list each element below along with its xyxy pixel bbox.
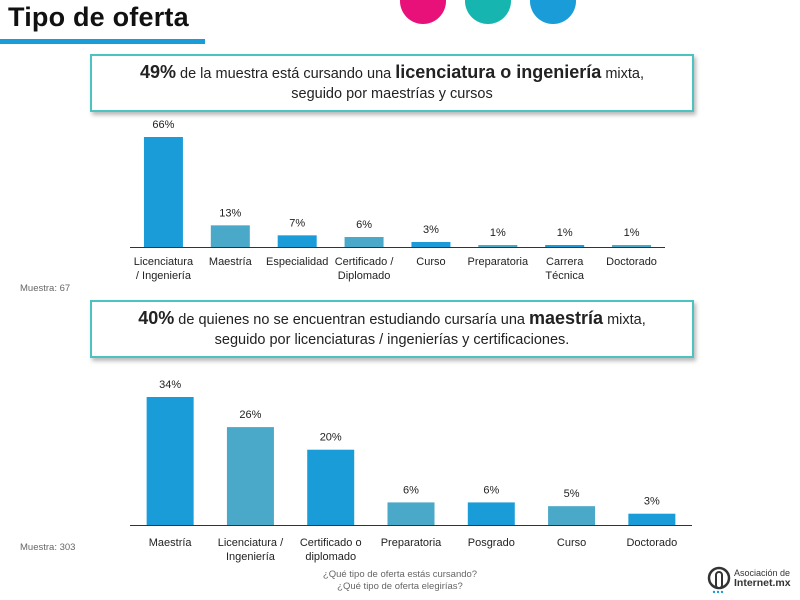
survey-questions: ¿Qué tipo de oferta estás cursando? ¿Qué… xyxy=(240,569,560,593)
data-label-2-3: 20% xyxy=(320,432,342,444)
data-label-2-5: 6% xyxy=(483,484,499,496)
callout-2-emphasis: maestría xyxy=(528,308,604,328)
data-label-2-4: 6% xyxy=(403,484,419,496)
title-underline xyxy=(0,39,205,44)
bar-1-2 xyxy=(210,225,250,247)
data-label-1-8: 1% xyxy=(624,227,640,239)
callout-1-line2: seguido por maestrías y cursos xyxy=(291,86,493,102)
category-label-1-4: Certificado / Diplomado xyxy=(335,256,395,282)
bar-1-6 xyxy=(478,245,518,247)
category-label-2-6: Curso xyxy=(557,537,586,549)
sample-size-1: Muestra: 67 xyxy=(20,283,71,294)
bar-1-1 xyxy=(143,137,183,247)
bar-2-3 xyxy=(307,449,355,525)
category-label-1-7: Carrera Técnica xyxy=(545,256,584,282)
data-label-1-5: 3% xyxy=(423,224,439,236)
bar-2-7 xyxy=(628,513,676,525)
category-label-1-3: Especialidad xyxy=(266,256,328,268)
logo-mark-icon xyxy=(707,566,731,594)
category-label-2-4: Preparatoria xyxy=(381,537,442,549)
logo-line-1: Asociación de xyxy=(734,568,791,578)
bar-1-8 xyxy=(612,245,652,247)
callout-1-text-a: de la muestra está cursando una xyxy=(176,66,396,82)
category-label-1-6: Preparatoria xyxy=(468,256,529,268)
data-label-2-7: 3% xyxy=(644,496,660,508)
data-label-1-1: 66% xyxy=(152,119,174,131)
bar-1-7 xyxy=(545,245,585,247)
callout-2-text-a: de quienes no se encuentran estudiando c… xyxy=(174,312,529,328)
bar-2-6 xyxy=(548,506,596,525)
category-label-1-8: Doctorado xyxy=(606,256,657,268)
logo-line-2: Internet.mx xyxy=(734,577,791,589)
callout-2-percent: 40% xyxy=(138,308,175,328)
category-label-2-2: Licenciatura / Ingeniería xyxy=(218,537,284,563)
category-label-1-1: Licenciatura / Ingeniería xyxy=(134,256,194,282)
asociacion-internet-logo: Asociación de Internet.mx xyxy=(706,562,798,596)
callout-2-line2: seguido por licenciaturas / ingenierías … xyxy=(214,332,570,348)
category-label-2-5: Posgrado xyxy=(468,537,515,549)
data-label-1-3: 7% xyxy=(289,217,305,229)
data-label-1-7: 1% xyxy=(557,227,573,239)
data-label-2-1: 34% xyxy=(159,379,181,391)
chart-1: 66% Licenciatura / Ingeniería 13% Maestría 7%… xyxy=(130,119,665,282)
data-label-1-2: 13% xyxy=(219,207,241,219)
category-label-1-5: Curso xyxy=(416,256,445,268)
callout-1-percent: 49% xyxy=(139,62,176,82)
bar-2-5 xyxy=(467,502,515,525)
bar-2-4 xyxy=(387,502,435,525)
logo-text: Asociación de Internet.mx xyxy=(734,568,791,588)
page-title: Tipo de oferta xyxy=(8,2,189,32)
category-label-1-2: Maestría xyxy=(209,256,253,268)
data-label-2-2: 26% xyxy=(239,409,261,421)
callout-box-1: 49% de la muestra está cursando una lice… xyxy=(90,54,694,112)
bar-1-3 xyxy=(277,235,317,247)
sample-size-2: Muestra: 303 xyxy=(20,542,76,553)
category-label-2-7: Doctorado xyxy=(626,537,677,549)
bar-2-1 xyxy=(146,397,194,525)
data-label-1-4: 6% xyxy=(356,219,372,231)
bar-1-5 xyxy=(411,242,451,247)
data-label-1-6: 1% xyxy=(490,227,506,239)
callout-1-text-b: mixta, xyxy=(601,66,645,82)
callout-box-2: 40% de quienes no se encuentran estudian… xyxy=(90,300,694,358)
category-label-2-3: Certificado o diplomado xyxy=(300,537,362,563)
question-line-1: ¿Qué tipo de oferta estás cursando? xyxy=(322,569,478,580)
bar-2-2 xyxy=(226,427,274,525)
category-label-2-1: Maestría xyxy=(149,537,193,549)
chart-2: 34% Maestría 26% Licenciatura / Ingeniería 20… xyxy=(130,379,692,563)
question-line-2: ¿Qué tipo de oferta elegirías? xyxy=(337,581,463,592)
callout-2-text-b: mixta, xyxy=(603,312,646,328)
callout-1-emphasis: licenciatura o ingeniería xyxy=(395,62,602,82)
bar-1-4 xyxy=(344,237,384,247)
data-label-2-6: 5% xyxy=(564,488,580,500)
